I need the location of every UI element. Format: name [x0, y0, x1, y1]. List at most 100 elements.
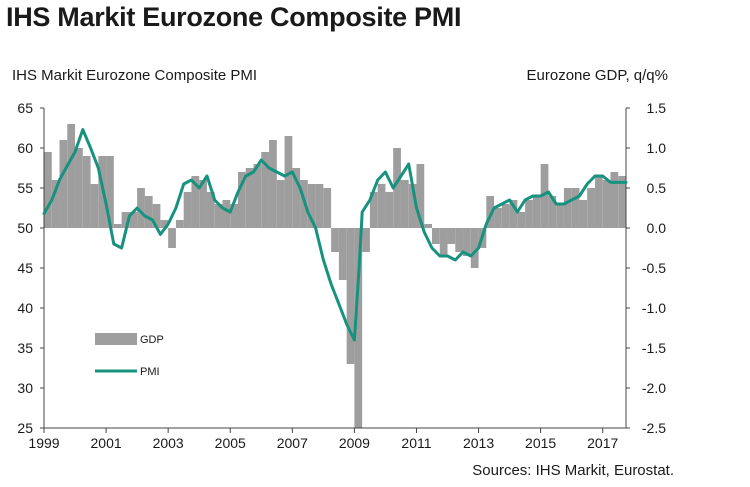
gdp-bar — [168, 228, 176, 248]
gdp-bar — [152, 204, 161, 228]
gdp-bar — [517, 212, 526, 228]
y-right-tick-label: 0.0 — [647, 220, 667, 236]
gdp-bar — [579, 200, 588, 228]
gdp-bar — [556, 204, 564, 228]
gdp-bar — [269, 140, 277, 228]
gdp-bar — [416, 164, 425, 228]
legend: GDP PMI — [95, 333, 164, 378]
gdp-bar — [315, 184, 324, 228]
gdp-bar — [571, 188, 580, 228]
y-right-tick-label: 1.0 — [647, 140, 667, 156]
gdp-bar — [238, 172, 246, 228]
gdp-bar — [548, 196, 557, 228]
gdp-bar — [59, 140, 68, 228]
y-right-tick-label: -1.5 — [642, 340, 666, 356]
gdp-bar — [292, 168, 301, 228]
gdp-bar — [175, 220, 184, 228]
gdp-bar — [602, 180, 611, 228]
y-right-tick-label: 1.5 — [647, 100, 667, 116]
gdp-bar — [307, 184, 316, 228]
gdp-bar — [67, 124, 76, 228]
gdp-bar — [82, 156, 91, 228]
right-axis-title: Eurozone GDP, q/q% — [526, 67, 668, 84]
gdp-bar — [509, 200, 518, 228]
gdp-bar — [432, 228, 440, 244]
gdp-bar — [610, 172, 619, 228]
y-right-tick-label: -0.5 — [642, 260, 666, 276]
y-left-tick-label: 55 — [17, 180, 33, 196]
gdp-bar — [253, 164, 262, 228]
x-tick-label: 2017 — [587, 435, 618, 451]
gdp-bar — [129, 212, 138, 228]
gdp-bar — [90, 184, 99, 228]
gdp-bar — [51, 180, 60, 228]
gdp-bar — [183, 192, 192, 228]
gdp-bar — [540, 164, 549, 228]
y-left-tick-label: 60 — [17, 140, 33, 156]
gdp-bar — [121, 212, 130, 228]
gdp-bar — [230, 204, 238, 228]
gdp-bar — [331, 228, 339, 252]
x-tick-label: 2011 — [401, 435, 431, 451]
x-tick-label: 2003 — [153, 435, 184, 451]
gdp-bar — [486, 196, 495, 228]
y-left-tick-label: 25 — [17, 420, 33, 436]
x-tick-label: 2015 — [525, 435, 556, 451]
y-left-tick-label: 65 — [17, 100, 33, 116]
gdp-bar — [594, 176, 603, 228]
left-axis-title: IHS Markit Eurozone Composite PMI — [12, 67, 258, 84]
gdp-bar — [346, 228, 355, 364]
gdp-bar — [191, 176, 200, 228]
gdp-bar — [338, 228, 347, 280]
x-tick-label: 1999 — [28, 435, 59, 451]
gdp-bar — [369, 192, 378, 228]
gdp-bar — [494, 208, 502, 228]
gdp-bar — [75, 148, 83, 228]
gdp-bar — [618, 176, 626, 228]
gdp-bar — [354, 228, 363, 428]
pmi-line — [42, 128, 628, 342]
gdp-bar — [222, 200, 231, 228]
gdp-bar — [199, 180, 207, 228]
gdp-bar — [160, 220, 169, 228]
gdp-bar — [214, 204, 223, 228]
gdp-bar — [424, 224, 432, 228]
x-tick-label: 2007 — [277, 435, 308, 451]
gdp-bar — [137, 188, 145, 228]
y-left-tick-label: 35 — [17, 340, 33, 356]
gdp-bar — [455, 228, 464, 252]
gdp-bar — [408, 184, 417, 228]
gdp-bar — [44, 152, 52, 228]
legend-gdp-swatch — [95, 333, 137, 345]
gdp-bar — [393, 148, 401, 228]
y-left-tick-label: 45 — [17, 260, 33, 276]
gdp-bar — [284, 136, 293, 228]
gdp-bar — [144, 196, 153, 228]
gdp-bar — [525, 200, 533, 228]
gdp-bar — [106, 156, 114, 228]
legend-label-pmi: PMI — [140, 366, 160, 378]
gdp-bar — [206, 192, 215, 228]
gdp-bar — [532, 196, 541, 228]
x-tick-label: 2013 — [463, 435, 494, 451]
y-right-tick-label: 0.5 — [647, 180, 667, 196]
y-left-tick-label: 40 — [17, 300, 33, 316]
gdp-bar — [245, 168, 254, 228]
gdp-bar — [113, 224, 122, 228]
x-tick-label: 2001 — [91, 435, 122, 451]
gdp-bar — [276, 180, 285, 228]
gdp-bar — [377, 184, 386, 228]
y-right-tick-label: -2.0 — [642, 380, 666, 396]
gdp-bar — [385, 192, 394, 228]
gdp-bar — [470, 228, 479, 268]
y-left-tick-label: 50 — [17, 220, 33, 236]
gdp-bar — [400, 180, 409, 228]
y-right-tick-label: -2.5 — [642, 420, 666, 436]
source-note: Sources: IHS Markit, Eurostat. — [472, 462, 674, 479]
gdp-bars — [44, 124, 626, 428]
y-left-tick-label: 30 — [17, 380, 33, 396]
axes — [43, 108, 627, 429]
gdp-bar — [563, 188, 572, 228]
gdp-bar — [362, 228, 370, 252]
